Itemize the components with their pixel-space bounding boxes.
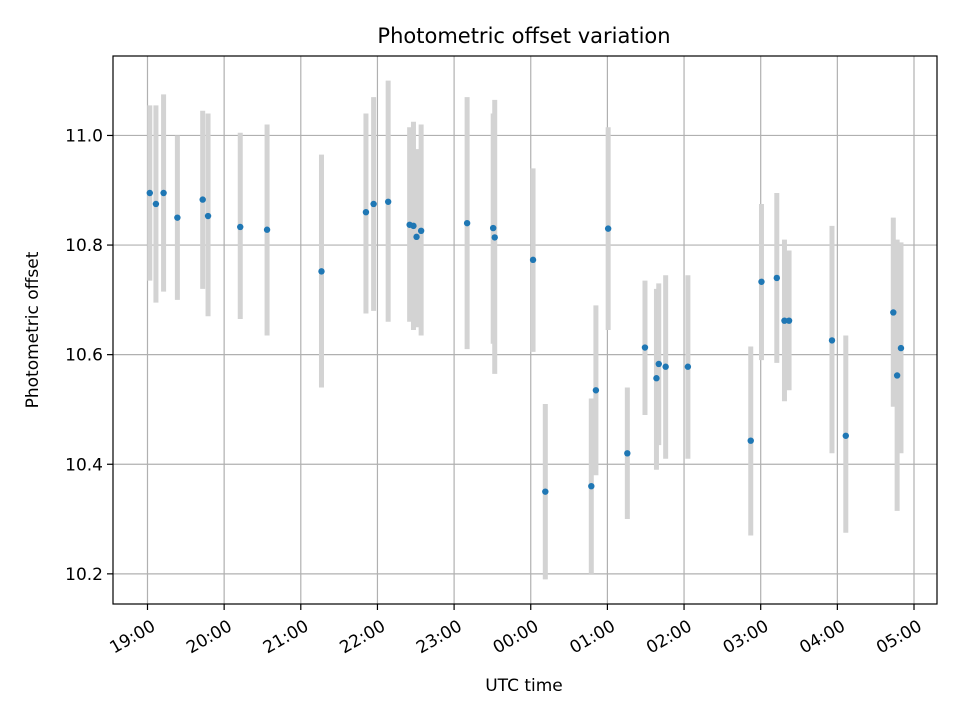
data-point: [684, 363, 692, 370]
data-point: [370, 200, 377, 208]
data-point: [747, 437, 754, 444]
data-point: [828, 337, 836, 344]
data-point: [384, 198, 392, 205]
data-point: [413, 233, 420, 241]
y-axis-label: Photometric offset: [23, 251, 43, 408]
y-tick-label: 10.4: [65, 455, 103, 475]
data-point: [893, 372, 901, 379]
data-point: [662, 363, 669, 370]
data-point: [604, 225, 612, 232]
data-point: [842, 432, 849, 439]
data-point: [592, 387, 600, 394]
y-tick-label: 11.0: [65, 126, 103, 146]
data-point: [653, 375, 660, 382]
data-point: [362, 208, 370, 216]
data-point: [588, 482, 595, 490]
data-point: [890, 309, 897, 316]
data-point: [410, 222, 417, 230]
data-point: [263, 226, 271, 233]
data-point: [773, 274, 780, 282]
data-point: [542, 488, 549, 495]
data-point: [897, 344, 905, 352]
y-tick-label: 10.6: [65, 346, 103, 366]
data-point: [237, 223, 244, 231]
y-tick-label: 10.8: [65, 236, 103, 256]
data-point: [655, 360, 662, 368]
data-point: [624, 450, 631, 457]
data-point: [417, 227, 425, 235]
data-point: [152, 200, 160, 208]
chart-title: Photometric offset variation: [377, 24, 670, 48]
data-point: [160, 189, 167, 197]
data-point: [529, 256, 537, 264]
data-point: [781, 317, 788, 324]
data-points: [146, 189, 905, 495]
data-point: [204, 212, 212, 220]
data-point: [318, 268, 325, 275]
y-axis-ticks: 10.2 10.4 10.6 10.8 11.0: [65, 126, 113, 585]
plot-frame: [112, 55, 938, 605]
y-tick-label: 10.2: [65, 565, 103, 585]
data-point: [785, 317, 793, 324]
data-point: [463, 219, 471, 227]
x-axis-label: UTC time: [485, 676, 563, 696]
data-point: [199, 196, 206, 203]
data-point: [489, 224, 497, 232]
data-point: [641, 344, 649, 351]
data-point: [758, 278, 765, 285]
data-point: [491, 234, 498, 241]
data-point: [146, 189, 153, 197]
data-point: [174, 214, 181, 221]
